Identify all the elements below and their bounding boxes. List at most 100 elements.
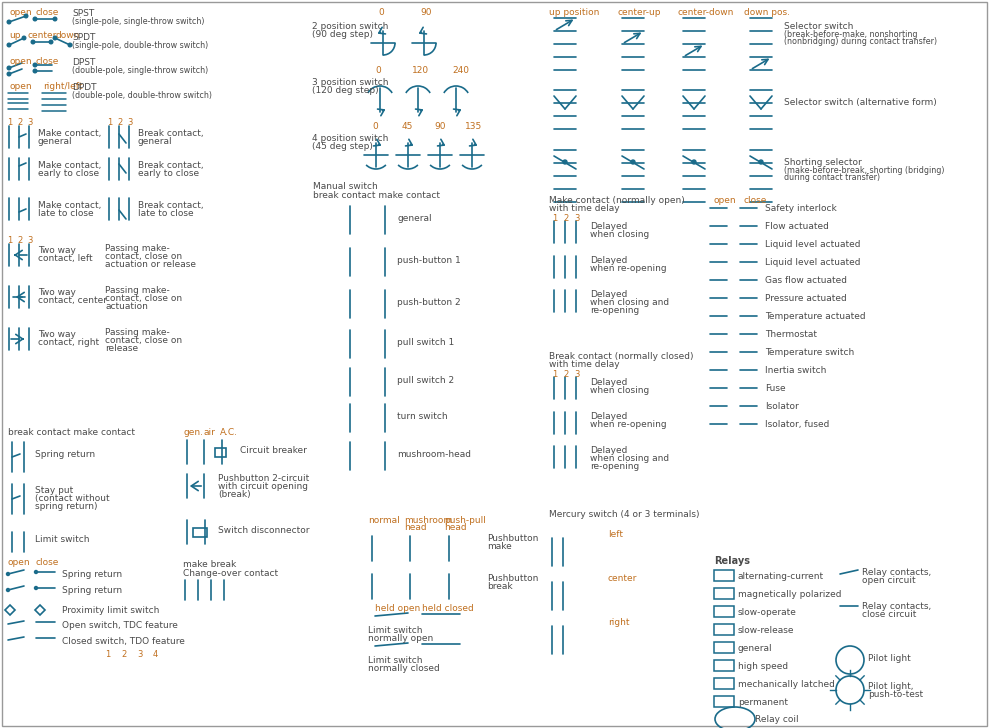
Text: Limit switch: Limit switch xyxy=(368,626,422,635)
Text: late to close: late to close xyxy=(38,209,94,218)
Text: mushroom-head: mushroom-head xyxy=(397,450,471,459)
Text: gen.: gen. xyxy=(183,428,203,437)
Text: center: center xyxy=(27,31,56,40)
Text: open: open xyxy=(8,558,31,567)
Text: Delayed: Delayed xyxy=(590,256,627,265)
Text: (single-pole, single-throw switch): (single-pole, single-throw switch) xyxy=(72,17,205,26)
Text: Circuit breaker: Circuit breaker xyxy=(240,446,307,455)
Text: DPDT: DPDT xyxy=(72,83,97,92)
Text: normally closed: normally closed xyxy=(368,664,440,673)
Text: early to close: early to close xyxy=(138,169,199,178)
Circle shape xyxy=(7,72,11,76)
Text: Pushbutton 2-circuit: Pushbutton 2-circuit xyxy=(218,474,310,483)
Text: 2: 2 xyxy=(17,118,22,127)
Text: 3: 3 xyxy=(574,214,580,223)
Circle shape xyxy=(7,43,11,47)
Text: slow-operate: slow-operate xyxy=(738,608,797,617)
Text: mushroom: mushroom xyxy=(404,516,452,525)
Text: (double-pole, single-throw switch): (double-pole, single-throw switch) xyxy=(72,66,209,75)
Text: Two way: Two way xyxy=(38,330,76,339)
Text: when closing and: when closing and xyxy=(590,298,670,307)
Circle shape xyxy=(7,588,10,591)
Circle shape xyxy=(34,17,37,21)
Text: 90: 90 xyxy=(420,8,431,17)
Bar xyxy=(714,588,734,599)
Text: when closing: when closing xyxy=(590,386,649,395)
Text: magnetically polarized: magnetically polarized xyxy=(738,590,842,599)
Text: 240: 240 xyxy=(452,66,469,75)
Text: 1: 1 xyxy=(107,118,112,127)
Text: Make contact,: Make contact, xyxy=(38,129,102,138)
Text: Liquid level actuated: Liquid level actuated xyxy=(765,258,860,267)
Circle shape xyxy=(631,160,635,164)
Text: permanent: permanent xyxy=(738,698,788,707)
Text: re-opening: re-opening xyxy=(590,462,639,471)
Text: Passing make-: Passing make- xyxy=(105,328,170,337)
Text: held closed: held closed xyxy=(422,604,474,613)
Text: Safety interlock: Safety interlock xyxy=(765,204,837,213)
Bar xyxy=(215,448,226,457)
Circle shape xyxy=(7,572,10,576)
Bar xyxy=(714,678,734,689)
Text: (120 deg step): (120 deg step) xyxy=(312,86,379,95)
Circle shape xyxy=(24,15,28,17)
Text: center-down: center-down xyxy=(677,8,734,17)
Text: make: make xyxy=(487,542,511,551)
Text: Relays: Relays xyxy=(714,556,750,566)
Text: air: air xyxy=(204,428,216,437)
Text: Break contact,: Break contact, xyxy=(138,201,204,210)
Circle shape xyxy=(7,66,11,70)
Bar xyxy=(714,624,734,635)
Text: 1: 1 xyxy=(105,650,110,659)
Text: 90: 90 xyxy=(434,122,445,131)
Text: push-pull: push-pull xyxy=(444,516,486,525)
Text: general: general xyxy=(38,137,72,146)
Text: left: left xyxy=(608,530,623,539)
Text: (nonbridging) during contact transfer): (nonbridging) during contact transfer) xyxy=(784,37,938,46)
Text: close: close xyxy=(35,57,58,66)
Text: (break-before-make, nonshorting: (break-before-make, nonshorting xyxy=(784,30,918,39)
Text: Delayed: Delayed xyxy=(590,290,627,299)
Text: push-button 1: push-button 1 xyxy=(397,256,461,265)
Bar xyxy=(714,642,734,653)
Text: 1: 1 xyxy=(552,370,557,379)
Text: center: center xyxy=(608,574,637,583)
Text: 120: 120 xyxy=(412,66,429,75)
Text: Isolator: Isolator xyxy=(765,402,799,411)
Text: Shorting selector: Shorting selector xyxy=(784,158,861,167)
Circle shape xyxy=(563,160,567,164)
Text: 0: 0 xyxy=(378,8,384,17)
Circle shape xyxy=(22,36,26,40)
Text: right/left: right/left xyxy=(43,82,82,91)
Text: when re-opening: when re-opening xyxy=(590,420,667,429)
Circle shape xyxy=(35,571,38,574)
Text: open circuit: open circuit xyxy=(862,576,916,585)
Text: Delayed: Delayed xyxy=(590,412,627,421)
Text: 2 position switch: 2 position switch xyxy=(312,22,389,31)
Text: Change-over contact: Change-over contact xyxy=(183,569,278,578)
Text: when closing: when closing xyxy=(590,230,649,239)
Text: Pilot light,: Pilot light, xyxy=(868,682,914,691)
Text: close: close xyxy=(744,196,767,205)
Text: release: release xyxy=(105,344,138,353)
Text: Pushbutton: Pushbutton xyxy=(487,574,538,583)
Text: Break contact,: Break contact, xyxy=(138,129,204,138)
Text: (make-before-break, shorting (bridging): (make-before-break, shorting (bridging) xyxy=(784,166,944,175)
Text: head: head xyxy=(404,523,426,532)
Bar xyxy=(714,696,734,707)
Circle shape xyxy=(7,20,11,24)
Text: 2: 2 xyxy=(563,214,569,223)
Text: Pushbutton: Pushbutton xyxy=(487,534,538,543)
Text: Liquid level actuated: Liquid level actuated xyxy=(765,240,860,249)
Text: Inertia switch: Inertia switch xyxy=(765,366,827,375)
Text: Proximity limit switch: Proximity limit switch xyxy=(62,606,159,615)
Text: normally open: normally open xyxy=(368,634,433,643)
Text: A.C.: A.C. xyxy=(220,428,238,437)
Text: Selector switch: Selector switch xyxy=(784,22,854,31)
Text: DPST: DPST xyxy=(72,58,95,67)
Circle shape xyxy=(68,43,72,47)
Text: Passing make-: Passing make- xyxy=(105,244,170,253)
Text: open: open xyxy=(714,196,737,205)
Text: 3: 3 xyxy=(137,650,142,659)
Text: Make contact,: Make contact, xyxy=(38,161,102,170)
